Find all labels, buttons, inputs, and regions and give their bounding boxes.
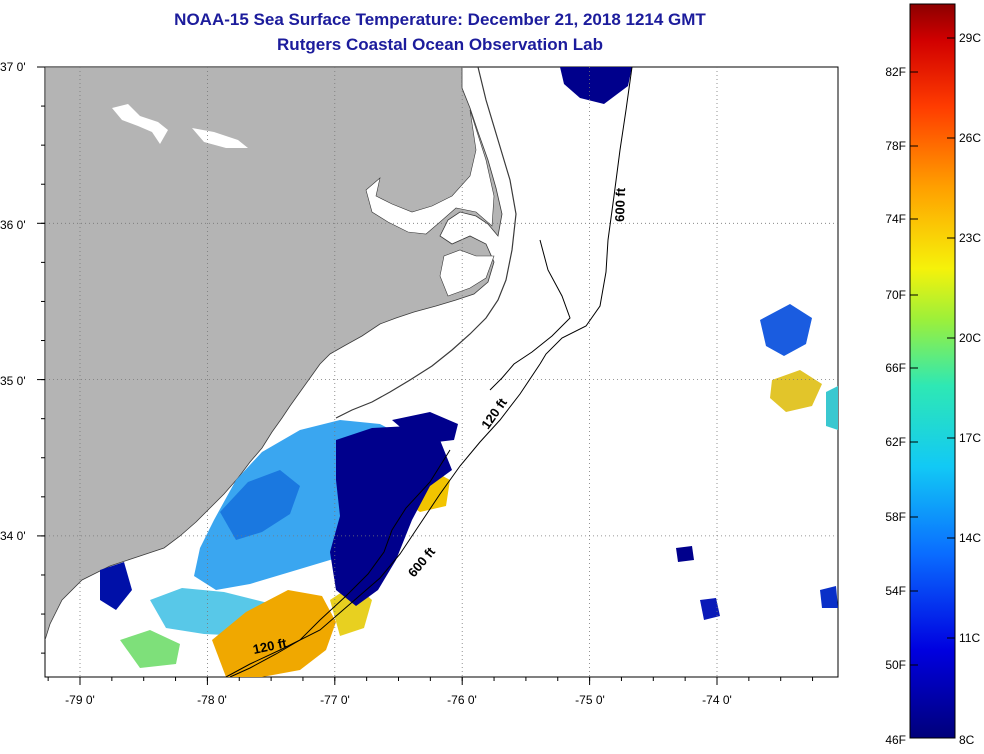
lon-label: -75 0' <box>575 693 605 707</box>
colorbar-c-label: 29C <box>959 31 981 45</box>
sst-patch-dark <box>330 426 452 606</box>
outer-banks <box>335 67 517 419</box>
contour-120ft-north <box>489 239 571 391</box>
colorbar-c-label: 20C <box>959 331 981 345</box>
colorbar-c-label: 11C <box>959 631 980 645</box>
lat-label: 36 0' <box>0 218 26 232</box>
contour-600ft-south <box>225 363 541 678</box>
colorbar-c-label: 14C <box>959 531 981 545</box>
colorbar-f-label: 46F <box>885 733 906 747</box>
lat-label: 37 0' <box>0 60 26 74</box>
colorbar-f-label: 62F <box>885 435 906 449</box>
lat-label: 34 0' <box>0 529 26 543</box>
colorbar-f-label: 50F <box>885 658 906 672</box>
colorbar-gradient <box>909 3 956 739</box>
colorbar-f-label: 82F <box>885 65 906 79</box>
sst-patch-green <box>120 630 180 668</box>
sst-patch-warm <box>212 590 336 677</box>
colorbar-f-label: 54F <box>885 584 906 598</box>
sst-patch-offshore <box>826 386 838 430</box>
map-subtitle: Rutgers Coastal Ocean Observation Lab <box>277 35 603 54</box>
colorbar-c-label: 17C <box>959 431 981 445</box>
sst-patch-dark <box>392 412 458 444</box>
contour-600ft-north <box>539 66 633 365</box>
sst-patch-offshore <box>676 546 694 562</box>
sound-water <box>439 249 495 297</box>
colorbar-c-label: 8C <box>959 733 975 747</box>
colorbar-c-label: 26C <box>959 131 981 145</box>
lon-label: -79 0' <box>65 693 95 707</box>
contour-label: 120 ft <box>252 635 289 657</box>
sst-patch-offshore <box>820 586 838 608</box>
colorbar: 82F 78F 74F 70F 66F 62F 58F 54F 50F 46F … <box>885 3 981 747</box>
lon-label: -77 0' <box>320 693 350 707</box>
sst-patch-offshore <box>770 370 822 412</box>
axis-ticks <box>37 66 814 685</box>
sst-patch-cold <box>220 470 300 540</box>
lat-label: 35 0' <box>0 374 26 388</box>
sst-patch-offshore <box>760 304 812 356</box>
lon-label: -76 0' <box>447 693 477 707</box>
sst-patch-dark <box>100 562 132 610</box>
sst-patch-offshore <box>560 67 632 104</box>
contour-120ft-south <box>229 449 451 678</box>
lake <box>192 128 248 148</box>
colorbar-f-label: 74F <box>885 212 906 226</box>
colorbar-f-label: 78F <box>885 139 906 153</box>
map-title: NOAA-15 Sea Surface Temperature: Decembe… <box>174 10 706 29</box>
colorbar-c-label: 23C <box>959 231 981 245</box>
contour-label: 600 ft <box>612 187 628 222</box>
colorbar-f-label: 70F <box>885 288 906 302</box>
bathymetry-contours <box>225 66 633 678</box>
colorbar-f-label: 66F <box>885 361 906 375</box>
colorbar-f-label: 58F <box>885 510 906 524</box>
lon-label: -74 0' <box>702 693 732 707</box>
sst-patch-offshore <box>700 598 720 620</box>
lon-label: -78 0' <box>197 693 227 707</box>
lake <box>112 104 168 144</box>
graticule <box>45 67 838 677</box>
